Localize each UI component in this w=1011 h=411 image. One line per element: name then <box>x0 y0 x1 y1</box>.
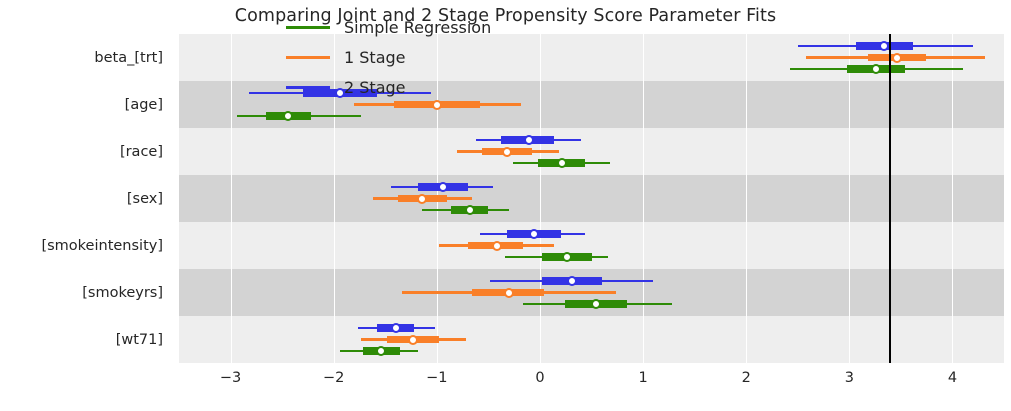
legend-swatch-line-icon <box>286 55 330 59</box>
point-estimate-marker <box>283 111 294 121</box>
legend-swatch-line-icon <box>286 85 330 89</box>
x-axis-tick-label: −2 <box>323 370 345 386</box>
point-estimate-marker <box>566 275 577 286</box>
point-estimate-marker <box>891 52 902 63</box>
gridline <box>952 34 954 363</box>
point-estimate-marker <box>334 87 345 98</box>
point-estimate-marker <box>561 252 572 262</box>
row-band <box>179 81 1004 128</box>
legend-swatch-line-icon <box>286 25 330 29</box>
x-axis-tick-label: 2 <box>741 370 751 386</box>
point-estimate-marker <box>590 299 601 309</box>
x-axis-tick-label: 0 <box>535 370 545 386</box>
x-axis-tick-label: 4 <box>947 370 958 386</box>
row-band <box>179 175 1004 222</box>
point-estimate-marker <box>464 205 475 215</box>
point-estimate-marker <box>417 193 428 204</box>
gridline <box>643 34 645 363</box>
legend-item-label: 1 Stage <box>344 47 406 67</box>
chart-title: Comparing Joint and 2 Stage Propensity S… <box>234 6 777 26</box>
point-estimate-marker <box>431 99 442 110</box>
row-band <box>179 222 1004 269</box>
gridline <box>849 34 851 363</box>
x-axis-tick-label: 3 <box>844 370 854 386</box>
x-axis-tick-label: −1 <box>426 370 448 386</box>
gridline <box>230 34 232 363</box>
point-estimate-marker <box>390 322 401 333</box>
point-estimate-marker <box>528 228 539 239</box>
legend-item-label: 2 Stage <box>344 77 406 97</box>
y-axis-tick-label: [race] <box>119 143 163 160</box>
legend-item-label: Simple Regression <box>344 17 492 37</box>
row-band <box>179 128 1004 175</box>
row-band <box>179 316 1004 363</box>
point-estimate-marker <box>523 134 534 145</box>
legend-item[interactable]: Simple Regression <box>286 12 491 42</box>
point-estimate-marker <box>376 346 387 356</box>
reference-line <box>888 34 891 363</box>
legend-item[interactable]: 2 Stage <box>286 72 491 102</box>
chart-legend: Simple Regression 1 Stage 2 Stage <box>286 12 491 102</box>
x-axis-tick-label: −3 <box>219 370 242 386</box>
x-axis-tick-label: 1 <box>638 370 648 386</box>
y-axis-tick-labels: beta_[trt] [age] [race] [sex] [smokeintensit… <box>0 34 171 363</box>
gridline <box>539 34 541 363</box>
gridline <box>746 34 748 363</box>
point-estimate-marker <box>438 181 448 192</box>
legend-item[interactable]: 1 Stage <box>286 42 491 72</box>
y-axis-tick-label: beta_[trt] <box>94 49 163 66</box>
plot-area <box>179 34 1004 363</box>
y-axis-tick-label: [smokeyrs] <box>82 284 163 301</box>
point-estimate-marker <box>491 240 502 251</box>
y-axis-tick-label: [age] <box>124 96 163 113</box>
point-estimate-marker <box>501 146 512 157</box>
point-estimate-marker <box>556 158 567 168</box>
point-estimate-marker <box>504 287 514 298</box>
y-axis-tick-label: [sex] <box>126 190 163 207</box>
y-axis-tick-label: [wt71] <box>115 331 163 348</box>
point-estimate-marker <box>408 334 419 345</box>
y-axis-tick-label: [smokeintensity] <box>41 237 163 254</box>
point-estimate-marker <box>871 64 882 74</box>
gridline <box>333 34 335 363</box>
point-estimate-marker <box>879 40 890 51</box>
